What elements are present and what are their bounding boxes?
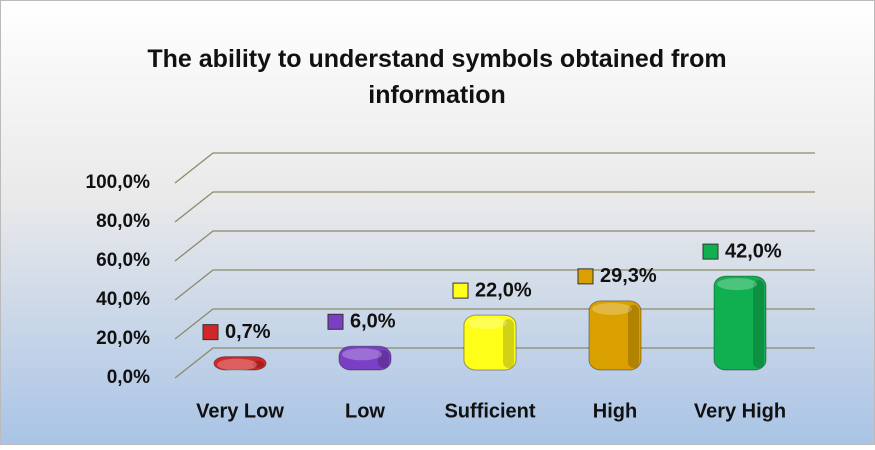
value-label: 0,7% [225,321,271,343]
legend-key [702,243,719,260]
bar-shade [378,350,389,368]
x-tick-label: Very High [694,400,786,422]
legend-key [452,282,469,299]
value-label: 22,0% [475,279,532,301]
x-tick-label: Low [345,400,385,422]
x-tick-label: Sufficient [444,400,535,422]
x-tick-label: High [593,400,637,422]
y-tick-label: 40,0% [96,289,150,310]
y-tick-label: 60,0% [96,250,150,271]
legend-key [327,313,344,330]
y-tick-label: 20,0% [96,328,150,349]
bar [463,314,517,371]
bar [588,300,642,371]
y-tick-label: 100,0% [86,172,151,193]
legend-key [202,324,219,341]
legend-key [577,268,594,285]
bar-shade [753,280,764,368]
bar [213,356,267,371]
bar [338,345,392,371]
grid-line [174,230,815,262]
y-tick-label: 80,0% [96,211,150,232]
value-label: 6,0% [350,311,396,333]
bar [713,275,767,371]
grid-line [174,269,815,301]
bar-shade [628,304,639,368]
bar-top [592,302,632,315]
chart-title: The ability to understand symbols obtain… [147,45,726,109]
bar-shade [503,319,514,368]
bar-top [717,278,757,291]
value-label: 29,3% [600,265,657,287]
grid-line [174,152,815,184]
bar-top [467,317,507,330]
bar-top [217,358,257,371]
bar-top [342,348,382,361]
y-tick-label: 0,0% [107,367,150,388]
grid-line [174,191,815,223]
value-label: 42,0% [725,240,782,262]
x-tick-label: Very Low [196,400,284,422]
bar-shade [253,360,264,368]
